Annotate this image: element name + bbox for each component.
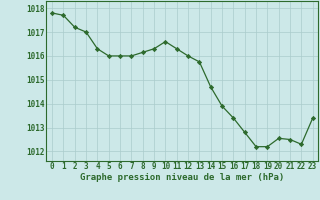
X-axis label: Graphe pression niveau de la mer (hPa): Graphe pression niveau de la mer (hPa) bbox=[80, 173, 284, 182]
